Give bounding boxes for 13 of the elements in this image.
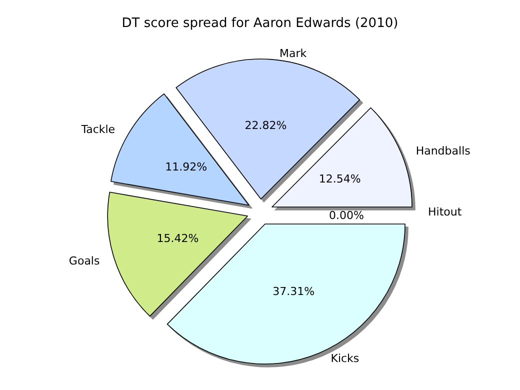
chart-title: DT score spread for Aaron Edwards (2010) [122,16,398,31]
data-label: 37.31% [272,285,315,298]
category-label: Hitout [428,206,462,218]
data-label: 11.92% [165,160,208,174]
data-label: 15.42% [156,232,199,246]
slice-label: Tackle [80,122,116,136]
slice-label: Handballs [416,144,471,158]
slice-label: Mark [280,46,308,60]
slice-label: Kicks [330,352,360,366]
text: 0.00% [329,208,364,222]
data-label: 12.54% [318,172,361,186]
data-label: 22.82% [244,119,287,132]
slice-label: Goals [68,254,100,268]
